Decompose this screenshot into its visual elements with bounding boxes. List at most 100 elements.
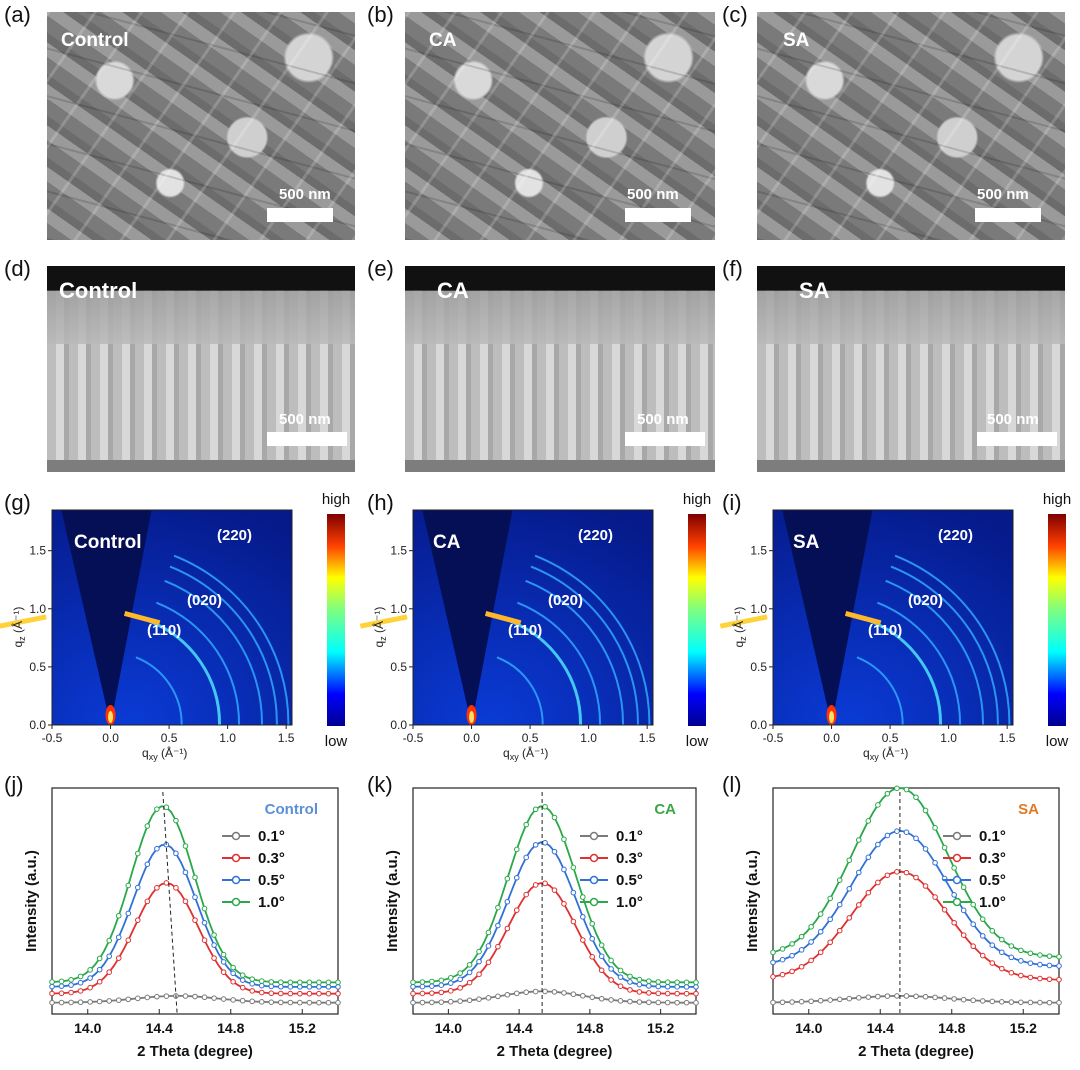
xrd-point <box>230 997 236 1003</box>
peak-label: (020) <box>548 592 583 609</box>
xrd-point <box>894 785 900 792</box>
xrd-point <box>627 998 633 1005</box>
xrd-point <box>249 998 255 1005</box>
xrd-point <box>798 947 805 953</box>
xrd-point <box>192 874 198 881</box>
xrd-point <box>865 889 872 896</box>
xrd-point <box>970 921 977 928</box>
x-tick-label: -0.5 <box>42 731 63 745</box>
xrd-point <box>960 907 967 914</box>
xrd-point <box>495 904 501 911</box>
xrd-point <box>979 952 986 959</box>
scale-bar <box>975 208 1041 222</box>
xrd-point <box>646 999 652 1006</box>
xrd-point <box>220 996 227 1002</box>
xrd-point <box>561 836 567 843</box>
xrd-point <box>589 935 596 942</box>
xrd-point <box>608 957 614 964</box>
giwaxs-arc <box>719 614 768 629</box>
xrd-point <box>485 929 492 936</box>
panel-label-c: (c) <box>722 2 748 27</box>
xrd-point <box>154 993 160 1000</box>
legend-label: 1.0° <box>616 894 643 911</box>
xrd-point <box>163 804 170 811</box>
xrd-point <box>951 892 957 898</box>
xrd-point <box>106 998 112 1004</box>
beam-spot <box>469 711 475 723</box>
xrd-point <box>306 984 313 990</box>
xrd-point <box>58 999 65 1006</box>
xrd-point <box>561 866 567 873</box>
xrd-point <box>68 982 74 988</box>
xrd-point <box>903 993 910 999</box>
xrd-point <box>220 951 227 958</box>
xrd-point <box>979 916 986 922</box>
xrd-point <box>154 806 160 812</box>
xrd-point <box>1008 954 1015 961</box>
xrd-point <box>335 979 341 986</box>
xrd-point <box>1008 999 1015 1005</box>
xrd-point <box>608 966 614 972</box>
x-axis-label: qxy (Å⁻¹) <box>142 745 187 762</box>
scale-bar <box>267 208 333 222</box>
x-tick-label: 0.0 <box>463 731 480 745</box>
xrd-point <box>192 993 198 1000</box>
legend-marker <box>952 875 962 885</box>
xrd-point <box>325 999 332 1006</box>
xrd-point <box>125 937 132 943</box>
xrd-point <box>306 999 313 1006</box>
xrd-point <box>485 959 492 966</box>
x-tick-label: 15.2 <box>647 1020 674 1036</box>
peak-guide-line <box>162 791 178 1015</box>
xrd-point <box>220 969 227 975</box>
legend-label: 0.5° <box>258 872 285 889</box>
xrd-point <box>182 898 189 905</box>
xrd-point <box>278 990 284 997</box>
xrd-point <box>106 953 112 960</box>
xrd-point <box>1046 962 1053 969</box>
xrd-point <box>817 997 824 1004</box>
xrd-point <box>827 997 834 1003</box>
xrd-point <box>608 997 614 1003</box>
giwaxs-ring <box>517 601 602 726</box>
x-tick-label: 14.4 <box>867 1020 894 1036</box>
xrd-point <box>87 967 93 973</box>
legend-marker <box>231 875 241 885</box>
scale-text: 500 nm <box>279 411 331 428</box>
legend-marker <box>231 831 241 841</box>
xrd-point <box>211 995 217 1001</box>
xrd-point <box>693 999 699 1006</box>
xrd-point <box>513 846 520 853</box>
xrd-point <box>808 957 814 964</box>
xrd-point <box>542 988 548 995</box>
xrd-point <box>865 818 872 824</box>
xrd-point <box>258 999 265 1005</box>
giwaxs-ring <box>173 554 290 726</box>
xrd-point <box>570 864 577 871</box>
xrd-point <box>798 933 805 940</box>
xrd-point <box>627 979 633 985</box>
legend-title: Control <box>265 801 318 818</box>
xrd-point <box>211 942 217 948</box>
xrd-point <box>258 989 265 996</box>
giwaxs-ring <box>890 565 999 726</box>
legend-label: 0.1° <box>979 828 1006 845</box>
xrd-point <box>438 989 445 996</box>
x-tick-label: 0.5 <box>882 731 899 745</box>
xrd-point <box>875 879 881 886</box>
panel-label-l: (l) <box>722 772 742 797</box>
panel-label-k: (k) <box>367 772 393 797</box>
legend-label: 0.5° <box>979 872 1006 889</box>
xrd-point <box>551 989 558 995</box>
xrd-point <box>542 803 548 810</box>
xrd-point <box>617 983 624 989</box>
xrd-point <box>1008 969 1015 976</box>
xrd-point <box>125 910 132 917</box>
xrd-point <box>429 983 435 989</box>
giwaxs-ring <box>856 656 904 726</box>
giwaxs-ring <box>877 601 962 726</box>
xrd-point <box>674 979 680 986</box>
giwaxs-ring <box>509 619 583 726</box>
legend-marker <box>952 897 962 907</box>
xrd-point <box>779 946 786 952</box>
